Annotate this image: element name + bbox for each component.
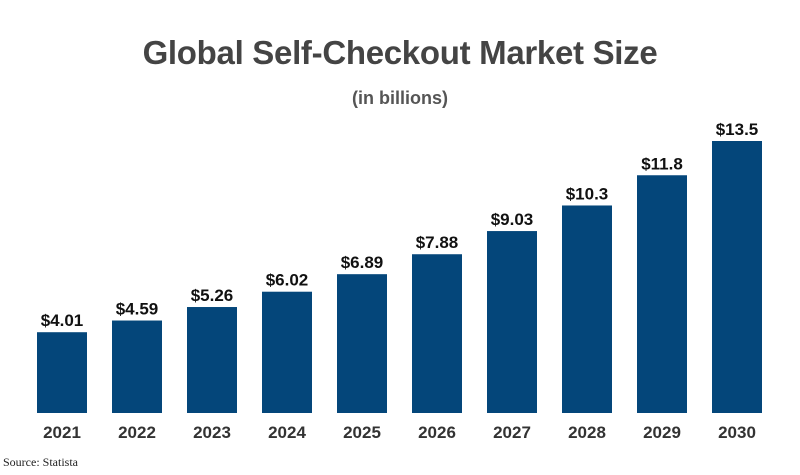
data-label-2027: $9.03 [491,210,534,229]
bar-2022 [112,320,162,413]
data-label-2029: $11.8 [641,154,683,173]
data-label-2025: $6.89 [341,253,384,272]
x-tick-label-2029: 2029 [643,423,681,442]
data-label-2030: $13.5 [716,120,759,139]
bar-2030 [712,141,762,413]
data-label-2023: $5.26 [191,286,234,305]
x-tick-label-2025: 2025 [343,423,381,442]
bar-2021 [37,332,87,413]
data-label-2026: $7.88 [416,233,459,252]
bar-2028 [562,205,612,413]
data-label-2024: $6.02 [266,271,309,290]
x-tick-label-2028: 2028 [568,423,606,442]
x-tick-label-2030: 2030 [718,423,756,442]
bar-2029 [637,175,687,413]
x-tick-label-2022: 2022 [118,423,156,442]
bar-2027 [487,231,537,413]
x-tick-label-2021: 2021 [43,423,81,442]
bar-2024 [262,291,312,413]
data-label-2022: $4.59 [116,300,159,319]
x-tick-label-2023: 2023 [193,423,231,442]
x-tick-label-2024: 2024 [268,423,306,442]
bar-2026 [412,254,462,413]
data-label-2021: $4.01 [41,311,84,330]
bar-2023 [187,307,237,413]
chart-subtitle: (in billions) [352,88,448,108]
data-label-2028: $10.3 [566,184,609,203]
source-note: Source: Statista [3,455,78,469]
chart-title: Global Self-Checkout Market Size [142,34,658,71]
x-tick-label-2027: 2027 [493,423,531,442]
x-tick-label-2026: 2026 [418,423,456,442]
bar-2025 [337,274,387,413]
